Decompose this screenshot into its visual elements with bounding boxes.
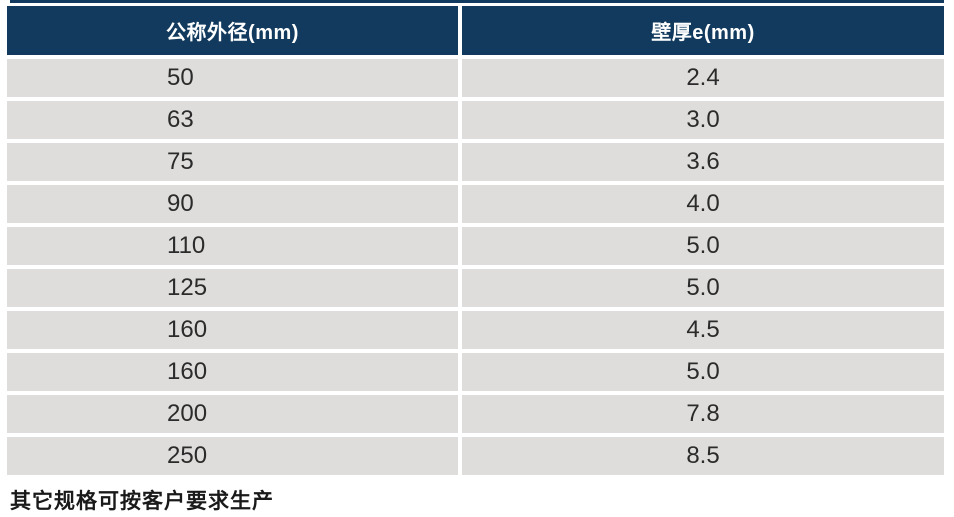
od-cell: 250	[7, 437, 458, 475]
od-cell: 75	[7, 143, 458, 181]
table-row: 200 7.8	[7, 395, 944, 433]
od-cell: 160	[7, 311, 458, 349]
table-row: 160 4.5	[7, 311, 944, 349]
od-cell: 50	[7, 59, 458, 97]
table-row: 50 2.4	[7, 59, 944, 97]
wall-thickness-cell: 3.0	[462, 101, 944, 139]
wall-thickness-cell: 4.5	[462, 311, 944, 349]
table-row: 125 5.0	[7, 269, 944, 307]
wall-thickness-cell: 5.0	[462, 353, 944, 391]
wall-thickness-cell: 5.0	[462, 269, 944, 307]
table-top-border	[10, 0, 944, 3]
table-row: 250 8.5	[7, 437, 944, 475]
wall-thickness-cell: 3.6	[462, 143, 944, 181]
od-cell: 63	[7, 101, 458, 139]
od-cell: 125	[7, 269, 458, 307]
wall-thickness-cell: 2.4	[462, 59, 944, 97]
table-row: 90 4.0	[7, 185, 944, 223]
wall-thickness-cell: 5.0	[462, 227, 944, 265]
table-row: 160 5.0	[7, 353, 944, 391]
wall-thickness-cell: 7.8	[462, 395, 944, 433]
od-cell: 200	[7, 395, 458, 433]
od-cell: 160	[7, 353, 458, 391]
wall-thickness-cell: 4.0	[462, 185, 944, 223]
od-cell: 110	[7, 227, 458, 265]
table-row: 75 3.6	[7, 143, 944, 181]
wall-thickness-cell: 8.5	[462, 437, 944, 475]
column-header-wall-thickness: 壁厚e(mm)	[462, 6, 944, 55]
table-header-row: 公称外径(mm) 壁厚e(mm)	[7, 6, 944, 55]
od-cell: 90	[7, 185, 458, 223]
footnote: 其它规格可按客户要求生产	[10, 490, 274, 513]
table-row: 110 5.0	[7, 227, 944, 265]
table-row: 63 3.0	[7, 101, 944, 139]
column-header-outer-diameter: 公称外径(mm)	[7, 6, 458, 55]
pipe-spec-table: 公称外径(mm) 壁厚e(mm) 50 2.4 63 3.0 75 3.6 90…	[7, 0, 944, 475]
